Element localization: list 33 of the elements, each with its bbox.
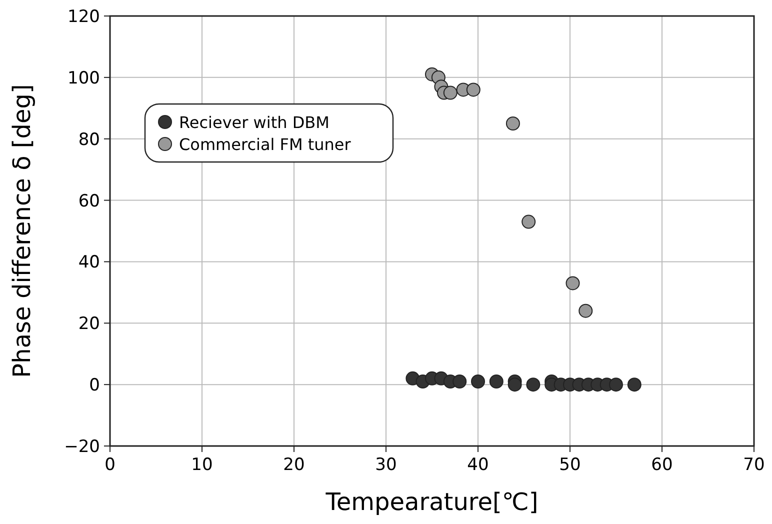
y-axis-title: Phase difference δ [deg]: [8, 84, 36, 378]
point: [452, 374, 467, 388]
y-tick-label: 80: [78, 130, 100, 150]
point: [443, 86, 458, 100]
x-tick-label: 60: [651, 455, 673, 475]
y-tick-label: 120: [68, 7, 100, 27]
x-axis-title: Tempearature[℃]: [324, 488, 538, 516]
point: [526, 378, 540, 392]
point: [506, 116, 520, 130]
y-tick-label: 60: [78, 191, 100, 212]
x-tick-label: 10: [191, 455, 213, 475]
legend-label: Commercial FM tuner: [179, 135, 352, 154]
point: [489, 374, 504, 388]
point: [609, 378, 623, 392]
y-tick-label: 20: [78, 314, 100, 334]
x-tick-label: 30: [375, 455, 397, 475]
point: [578, 304, 593, 318]
point: [627, 378, 642, 392]
x-tick-label: 20: [283, 455, 305, 475]
x-tick-label: 0: [104, 455, 116, 475]
x-tick-label: 50: [559, 455, 581, 475]
point: [471, 374, 485, 388]
y-tick-label: 40: [78, 252, 100, 273]
x-tick-label: 40: [467, 455, 489, 475]
y-tick-label: 100: [68, 68, 100, 88]
point: [508, 378, 522, 392]
legend-label: Reciever with DBM: [179, 113, 330, 132]
y-tick-label: −20: [64, 437, 100, 457]
point: [566, 276, 580, 290]
point: [522, 214, 536, 229]
point: [466, 82, 480, 97]
y-tick-label: 0: [89, 376, 100, 396]
x-tick-label: 70: [743, 455, 765, 475]
